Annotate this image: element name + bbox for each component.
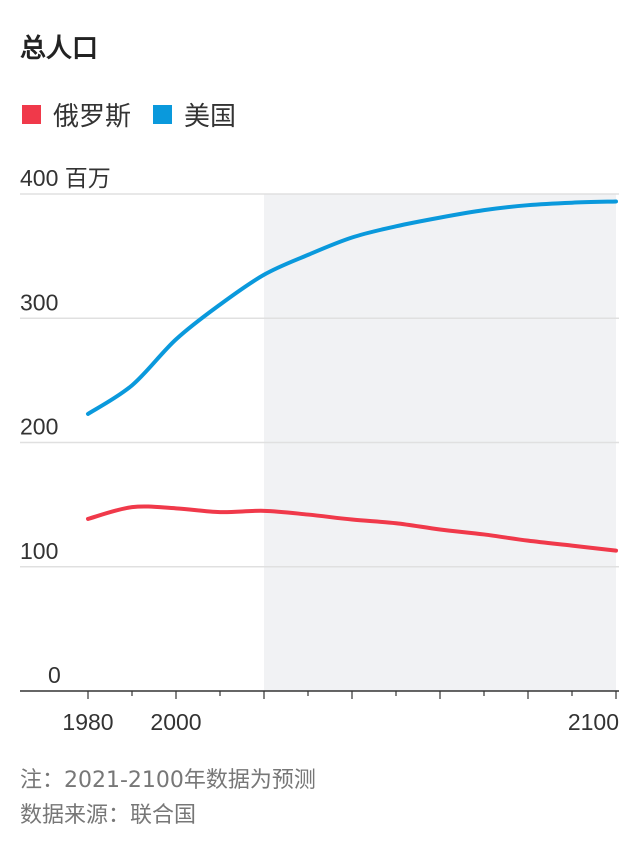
- series-line-usa: [86, 199, 618, 416]
- legend: 俄罗斯 美国: [22, 96, 258, 133]
- y-tick-label: 100: [20, 538, 58, 564]
- legend-item-russia: 俄罗斯: [22, 96, 131, 133]
- y-tick-label: 400 百万: [20, 165, 111, 191]
- x-tick-label: 2100: [568, 709, 619, 735]
- legend-swatch: [22, 105, 41, 124]
- y-tick-label: 0: [48, 662, 61, 688]
- x-tick-label: 1980: [62, 709, 113, 735]
- note-projection: 注：2021-2100年数据为预测: [20, 768, 316, 793]
- legend-item-usa: 美国: [153, 96, 236, 133]
- series-line-russia: [86, 504, 618, 553]
- chart-title: 总人口: [20, 34, 99, 64]
- legend-label: 俄罗斯: [53, 102, 132, 132]
- legend-swatch: [153, 105, 173, 124]
- x-tick-label: 2000: [150, 709, 201, 735]
- legend-label: 美国: [184, 102, 237, 132]
- y-tick-label: 200: [20, 414, 58, 440]
- y-tick-label: 300: [20, 289, 58, 315]
- note-source: 数据来源：联合国: [20, 803, 197, 828]
